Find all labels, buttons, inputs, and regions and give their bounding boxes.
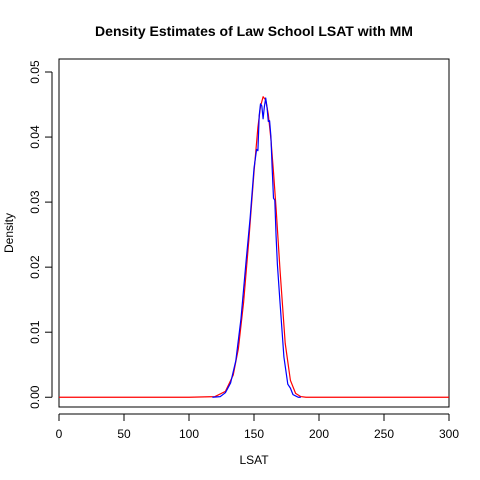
- y-tick-label: 0.05: [28, 60, 42, 84]
- chart-title: Density Estimates of Law School LSAT wit…: [95, 23, 413, 39]
- density-series-line-1: [59, 96, 449, 398]
- y-tick-label: 0.03: [28, 190, 42, 214]
- y-axis-label: Density: [2, 213, 16, 253]
- x-tick-label: 300: [439, 427, 459, 441]
- density-series-line-2: [212, 97, 301, 398]
- plot-frame: [58, 58, 450, 408]
- x-axis-label: LSAT: [239, 453, 269, 467]
- x-tick-label: 150: [244, 427, 264, 441]
- x-tick-label: 250: [374, 427, 394, 441]
- x-tick-label: 50: [117, 427, 131, 441]
- y-tick-label: 0.04: [28, 125, 42, 149]
- x-tick-label: 100: [179, 427, 199, 441]
- y-tick-label: 0.01: [28, 320, 42, 344]
- x-tick-label: 200: [309, 427, 329, 441]
- y-axis: 0.00 0.01 0.02 0.03 0.04 0.05: [28, 60, 53, 409]
- series-layer: [59, 96, 449, 398]
- x-tick-label: 0: [56, 427, 63, 441]
- y-tick-label: 0.00: [28, 385, 42, 409]
- y-tick-label: 0.02: [28, 255, 42, 279]
- x-axis: 0 50 100 150 200 250 300: [56, 413, 459, 441]
